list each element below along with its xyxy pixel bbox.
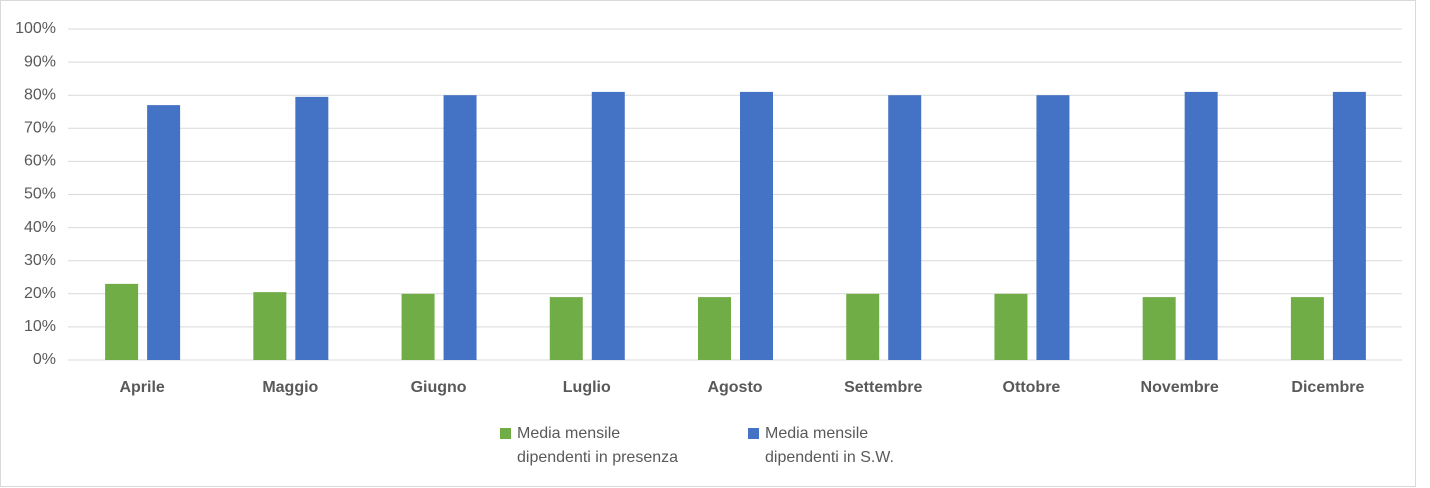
bar [253, 292, 287, 360]
bar [846, 293, 880, 360]
y-tick-label: 90% [24, 53, 56, 70]
bar [401, 293, 435, 360]
legend-label: Media mensile dipendenti in S.W. [765, 425, 894, 466]
x-tick-label: Settembre [844, 379, 922, 396]
bar [1332, 91, 1366, 360]
bar [994, 293, 1028, 360]
x-tick-label: Giugno [411, 379, 467, 396]
x-tick-label: Ottobre [1003, 379, 1061, 396]
y-tick-label: 20% [24, 285, 56, 302]
bar [549, 297, 583, 360]
bar [591, 91, 625, 360]
x-tick-label: Novembre [1141, 379, 1219, 396]
bar [740, 91, 773, 360]
legend-label: Media mensile dipendenti in presenza [517, 425, 679, 466]
y-tick-label: 70% [24, 120, 56, 137]
y-tick-label: 10% [24, 318, 56, 335]
x-tick-label: Maggio [262, 379, 318, 396]
legend-swatch [500, 428, 511, 439]
x-tick-label: Dicembre [1291, 379, 1364, 396]
bar [888, 95, 922, 360]
bar [1036, 95, 1070, 360]
y-tick-label: 80% [24, 86, 56, 103]
bar [295, 96, 329, 360]
bar [105, 283, 139, 360]
bar [443, 95, 477, 360]
y-tick-label: 50% [24, 186, 56, 203]
legend-item: Media mensile dipendenti in presenza [500, 422, 687, 470]
x-tick-label: Agosto [707, 379, 762, 396]
bar [1142, 297, 1176, 360]
bar [698, 297, 731, 360]
y-tick-label: 30% [24, 252, 56, 269]
legend-item: Media mensile dipendenti in S.W. [748, 422, 935, 470]
legend-swatch [748, 428, 759, 439]
x-tick-label: Luglio [563, 379, 611, 396]
bar [1290, 297, 1324, 360]
x-tick-label: Aprile [119, 379, 164, 396]
bar [147, 105, 181, 360]
y-tick-label: 40% [24, 219, 56, 236]
y-tick-label: 0% [33, 351, 56, 368]
bar [1184, 91, 1218, 360]
y-tick-label: 60% [24, 153, 56, 170]
y-tick-label: 100% [15, 20, 56, 37]
